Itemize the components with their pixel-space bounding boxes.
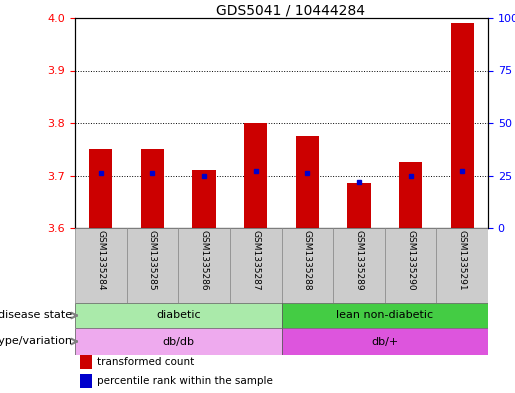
Bar xyxy=(385,228,436,303)
Bar xyxy=(75,328,282,355)
Bar xyxy=(230,228,282,303)
Text: GSM1335289: GSM1335289 xyxy=(354,230,364,291)
Bar xyxy=(75,303,282,328)
Text: GSM1335288: GSM1335288 xyxy=(303,230,312,291)
Text: GSM1335290: GSM1335290 xyxy=(406,230,415,291)
Bar xyxy=(178,228,230,303)
Bar xyxy=(296,136,319,228)
Bar xyxy=(333,228,385,303)
Text: percentile rank within the sample: percentile rank within the sample xyxy=(97,376,272,386)
Text: disease state: disease state xyxy=(0,310,72,321)
Bar xyxy=(80,354,92,369)
Text: db/db: db/db xyxy=(162,336,194,347)
Text: transformed count: transformed count xyxy=(97,357,194,367)
Text: db/+: db/+ xyxy=(371,336,399,347)
Bar xyxy=(436,228,488,303)
Bar xyxy=(75,228,127,303)
Text: genotype/variation: genotype/variation xyxy=(0,336,72,347)
Bar xyxy=(282,328,488,355)
Bar xyxy=(89,149,112,228)
Text: GSM1335285: GSM1335285 xyxy=(148,230,157,291)
Text: GSM1335284: GSM1335284 xyxy=(96,230,105,291)
Bar xyxy=(141,149,164,228)
Bar xyxy=(282,303,488,328)
Text: lean non-diabetic: lean non-diabetic xyxy=(336,310,433,321)
Bar xyxy=(80,374,92,388)
Text: GSM1335286: GSM1335286 xyxy=(200,230,209,291)
Bar xyxy=(347,184,371,228)
Text: GSM1335287: GSM1335287 xyxy=(251,230,260,291)
Bar xyxy=(244,123,267,228)
Text: GSM1335291: GSM1335291 xyxy=(458,230,467,291)
Bar xyxy=(127,228,178,303)
Bar xyxy=(399,162,422,228)
Bar xyxy=(193,170,216,228)
Text: diabetic: diabetic xyxy=(156,310,200,321)
Bar xyxy=(451,23,474,228)
Bar xyxy=(282,228,333,303)
Text: GDS5041 / 10444284: GDS5041 / 10444284 xyxy=(215,4,365,18)
